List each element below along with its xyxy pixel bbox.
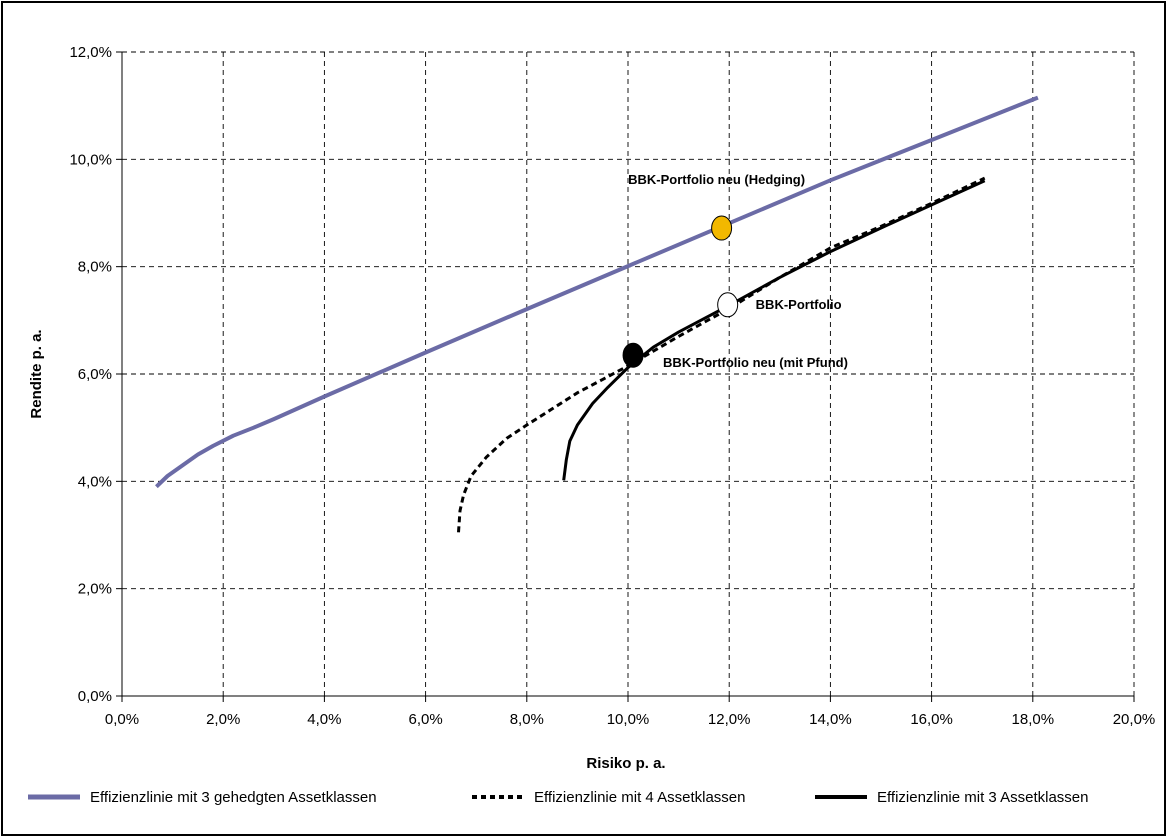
portfolio-point-label: BBK-Portfolio neu (mit Pfund) xyxy=(663,355,848,370)
x-tick-label: 12,0% xyxy=(708,711,751,728)
x-tick-label: 6,0% xyxy=(408,711,442,728)
legend-label-1: Effizienzlinie mit 3 gehedgten Assetklas… xyxy=(90,789,377,806)
portfolio-points: BBK-Portfolio neu (Hedging) BBK-Portfolio… xyxy=(622,172,848,370)
x-tick-label: 16,0% xyxy=(910,711,953,728)
series-line-1 xyxy=(155,95,1039,489)
legend-label-3: Effizienzlinie mit 3 Assetklassen xyxy=(877,789,1089,806)
x-tick-label: 10,0% xyxy=(607,711,650,728)
series-lines xyxy=(155,95,1039,533)
y-axis-title: Rendite p. a. xyxy=(28,329,45,418)
y-tick-label: 2,0% xyxy=(78,581,112,598)
x-tick-label: 2,0% xyxy=(206,711,240,728)
x-tick-label: 8,0% xyxy=(510,711,544,728)
x-tick-label: 18,0% xyxy=(1012,711,1055,728)
portfolio-point-label: BBK-Portfolio xyxy=(756,297,842,312)
y-tick-label: 4,0% xyxy=(78,473,112,490)
portfolio-point xyxy=(717,292,739,318)
x-tick-label: 0,0% xyxy=(105,711,139,728)
legend-label-2: Effizienzlinie mit 4 Assetklassen xyxy=(534,789,746,806)
x-axis-title: Risiko p. a. xyxy=(586,755,665,772)
y-tick-label: 6,0% xyxy=(78,366,112,383)
y-tick-label: 10,0% xyxy=(69,151,112,168)
series-line-2 xyxy=(457,176,986,533)
axes: 0,0% 2,0% 4,0% 6,0% 8,0% 10,0% 12,0% 14,0% 16,0%… xyxy=(69,44,1155,728)
portfolio-point xyxy=(622,342,644,368)
x-tick-label: 20,0% xyxy=(1113,711,1156,728)
y-tick-label: 12,0% xyxy=(69,44,112,61)
series-line-3 xyxy=(562,179,986,481)
y-tick-label: 0,0% xyxy=(78,688,112,705)
legend: Effizienzlinie mit 3 gehedgten Assetklas… xyxy=(28,789,1089,806)
y-tick-label: 8,0% xyxy=(78,259,112,276)
portfolio-point xyxy=(711,215,733,241)
x-tick-label: 14,0% xyxy=(809,711,852,728)
portfolio-point-label: BBK-Portfolio neu (Hedging) xyxy=(628,172,805,187)
x-tick-label: 4,0% xyxy=(307,711,341,728)
